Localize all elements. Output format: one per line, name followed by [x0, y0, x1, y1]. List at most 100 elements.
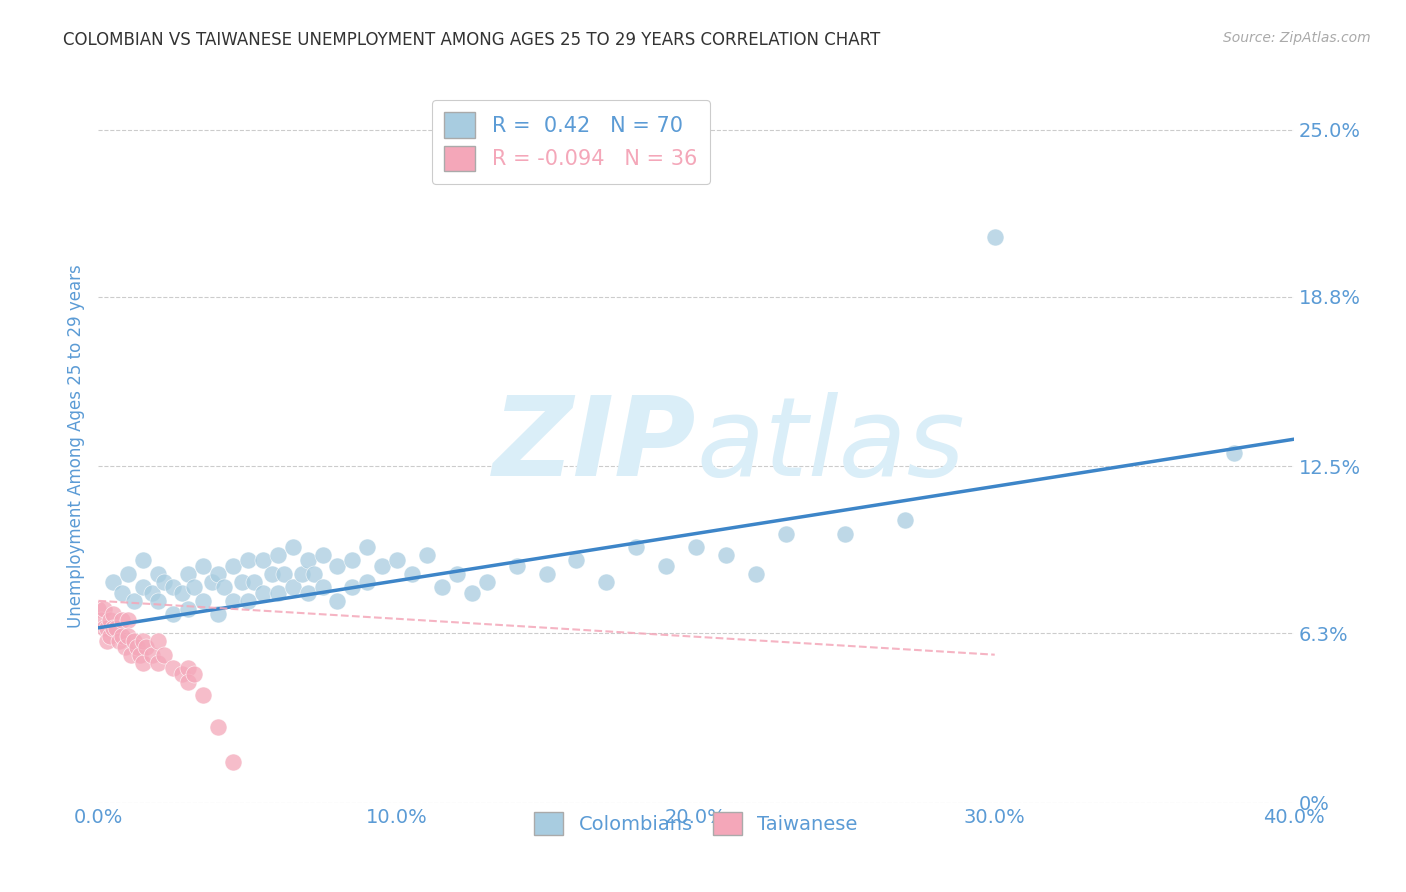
- Point: [141, 586, 163, 600]
- Point: [236, 594, 259, 608]
- Point: [231, 574, 253, 589]
- Point: [655, 558, 678, 573]
- Point: [1223, 446, 1246, 460]
- Point: [96, 621, 118, 635]
- Point: [212, 580, 235, 594]
- Point: [207, 607, 229, 622]
- Point: [153, 648, 176, 662]
- Point: [177, 661, 200, 675]
- Point: [177, 602, 200, 616]
- Point: [105, 621, 128, 635]
- Point: [103, 621, 125, 635]
- Point: [297, 586, 319, 600]
- Point: [172, 586, 194, 600]
- Point: [207, 720, 229, 734]
- Point: [834, 526, 856, 541]
- Point: [114, 640, 136, 654]
- Point: [162, 580, 184, 594]
- Point: [291, 566, 314, 581]
- Point: [177, 566, 200, 581]
- Point: [356, 540, 378, 554]
- Point: [153, 574, 176, 589]
- Point: [281, 580, 304, 594]
- Point: [117, 629, 139, 643]
- Point: [93, 602, 115, 616]
- Point: [243, 574, 266, 589]
- Point: [103, 607, 125, 622]
- Point: [148, 594, 170, 608]
- Point: [127, 640, 149, 654]
- Point: [111, 586, 134, 600]
- Point: [326, 594, 349, 608]
- Point: [775, 526, 797, 541]
- Text: COLOMBIAN VS TAIWANESE UNEMPLOYMENT AMONG AGES 25 TO 29 YEARS CORRELATION CHART: COLOMBIAN VS TAIWANESE UNEMPLOYMENT AMON…: [63, 31, 880, 49]
- Text: atlas: atlas: [696, 392, 965, 500]
- Point: [108, 634, 131, 648]
- Point: [222, 756, 245, 770]
- Point: [117, 613, 139, 627]
- Point: [162, 661, 184, 675]
- Point: [311, 548, 333, 562]
- Point: [132, 580, 155, 594]
- Point: [311, 580, 333, 594]
- Point: [98, 629, 122, 643]
- Point: [191, 558, 214, 573]
- Point: [267, 548, 290, 562]
- Point: [177, 674, 200, 689]
- Point: [90, 613, 112, 627]
- Point: [201, 574, 224, 589]
- Point: [222, 594, 245, 608]
- Point: [297, 553, 319, 567]
- Point: [191, 594, 214, 608]
- Point: [111, 613, 134, 627]
- Point: [430, 580, 453, 594]
- Point: [626, 540, 648, 554]
- Point: [129, 648, 152, 662]
- Point: [745, 566, 768, 581]
- Point: [273, 566, 295, 581]
- Point: [132, 553, 155, 567]
- Point: [135, 640, 157, 654]
- Point: [207, 566, 229, 581]
- Point: [302, 566, 325, 581]
- Point: [222, 558, 245, 573]
- Point: [183, 666, 205, 681]
- Point: [132, 634, 155, 648]
- Legend: Colombians, Taiwanese: Colombians, Taiwanese: [526, 804, 866, 843]
- Point: [124, 634, 146, 648]
- Point: [371, 558, 394, 573]
- Point: [714, 548, 737, 562]
- Point: [894, 513, 917, 527]
- Y-axis label: Unemployment Among Ages 25 to 29 years: Unemployment Among Ages 25 to 29 years: [66, 264, 84, 628]
- Point: [96, 634, 118, 648]
- Point: [124, 594, 146, 608]
- Point: [267, 586, 290, 600]
- Point: [984, 230, 1007, 244]
- Point: [506, 558, 529, 573]
- Point: [595, 574, 617, 589]
- Point: [148, 634, 170, 648]
- Text: ZIP: ZIP: [492, 392, 696, 500]
- Point: [93, 621, 115, 635]
- Point: [326, 558, 349, 573]
- Point: [236, 553, 259, 567]
- Point: [103, 574, 125, 589]
- Point: [461, 586, 484, 600]
- Point: [446, 566, 468, 581]
- Point: [252, 586, 274, 600]
- Point: [260, 566, 283, 581]
- Point: [342, 580, 364, 594]
- Point: [475, 574, 498, 589]
- Point: [191, 688, 214, 702]
- Point: [281, 540, 304, 554]
- Point: [401, 566, 423, 581]
- Point: [98, 613, 122, 627]
- Point: [342, 553, 364, 567]
- Point: [252, 553, 274, 567]
- Point: [356, 574, 378, 589]
- Point: [132, 656, 155, 670]
- Point: [183, 580, 205, 594]
- Text: Source: ZipAtlas.com: Source: ZipAtlas.com: [1223, 31, 1371, 45]
- Point: [87, 602, 110, 616]
- Point: [141, 648, 163, 662]
